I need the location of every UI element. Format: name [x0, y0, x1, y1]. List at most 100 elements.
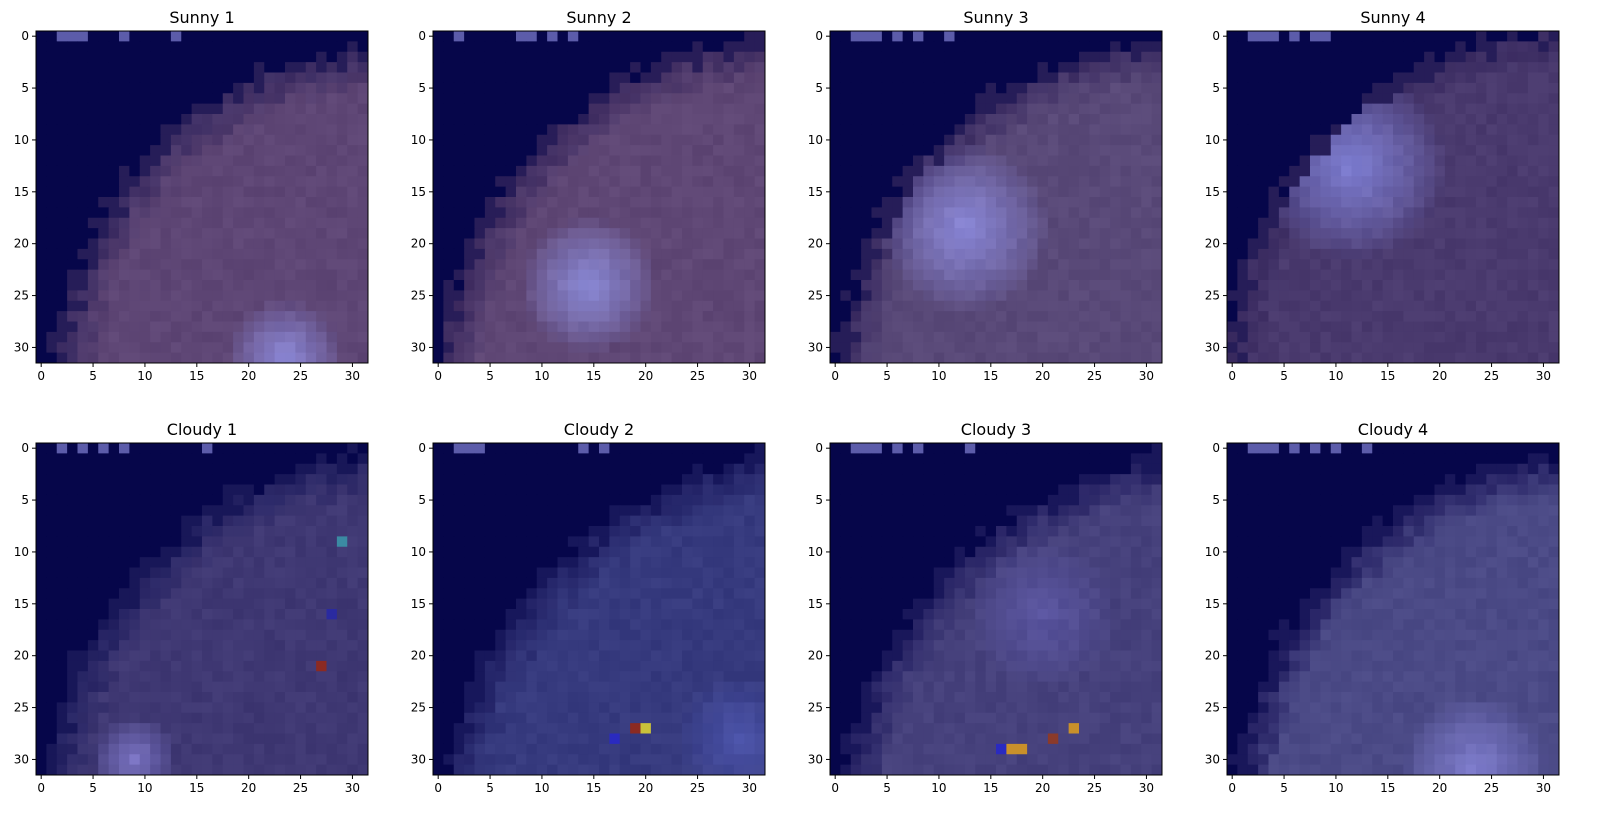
- heatmap-cell: [840, 186, 852, 198]
- heatmap-cell: [567, 155, 579, 167]
- heatmap-cell: [1403, 342, 1415, 354]
- heatmap-cell: [671, 300, 683, 312]
- heatmap-cell: [464, 248, 475, 260]
- heatmap-cell: [150, 321, 161, 333]
- heatmap-cell: [191, 505, 203, 517]
- heatmap-cell: [547, 207, 558, 219]
- heatmap-cell: [671, 259, 683, 271]
- heatmap-cell: [87, 165, 99, 177]
- heatmap-cell: [871, 155, 883, 167]
- heatmap-cell: [233, 134, 244, 146]
- heatmap-cell: [505, 155, 517, 167]
- heatmap-cell: [1047, 51, 1059, 63]
- heatmap-cell: [1258, 269, 1269, 281]
- heatmap-cell: [274, 640, 286, 651]
- heatmap-cell: [1465, 321, 1477, 333]
- y-tick-label: 10: [411, 133, 426, 147]
- heatmap-cell: [850, 342, 862, 354]
- heatmap-cell: [516, 207, 527, 219]
- heatmap-cell: [516, 197, 527, 208]
- heatmap-cell: [1548, 207, 1560, 219]
- heatmap-cell: [1299, 248, 1311, 260]
- heatmap-cell: [840, 155, 852, 167]
- heatmap-cell: [744, 207, 756, 219]
- heatmap-cell: [630, 259, 641, 271]
- y-tick-label: 30: [14, 340, 29, 354]
- heatmap-cell: [357, 280, 369, 291]
- heatmap-cell: [923, 342, 935, 354]
- heatmap-cell: [661, 165, 673, 177]
- heatmap-cell: [1006, 72, 1018, 84]
- heatmap-cell: [1424, 145, 1435, 156]
- heatmap-cell: [526, 72, 538, 84]
- heatmap-cell: [1227, 165, 1238, 177]
- heatmap-cell: [357, 103, 369, 115]
- heatmap-cell: [944, 93, 955, 105]
- heatmap-cell: [650, 311, 662, 322]
- heatmap-cell: [1227, 82, 1238, 94]
- heatmap-cell: [274, 557, 286, 568]
- heatmap-cell: [1289, 280, 1301, 291]
- heatmap-cell: [453, 176, 465, 188]
- heatmap-cell: [326, 186, 338, 198]
- heatmap-cell: [202, 546, 213, 558]
- heatmap-cell: [295, 443, 307, 454]
- heatmap-cell: [129, 248, 141, 260]
- heatmap-cell: [1151, 114, 1163, 125]
- heatmap-cell: [1496, 259, 1508, 271]
- heatmap-cell: [723, 228, 735, 239]
- heatmap-cell: [202, 72, 213, 84]
- heatmap-cell: [1465, 269, 1477, 281]
- heatmap-cell: [1016, 103, 1028, 115]
- heatmap-cell: [160, 155, 172, 167]
- heatmap-cell: [902, 93, 914, 105]
- heatmap-cell: [682, 352, 693, 364]
- heatmap-cell: [1016, 342, 1028, 354]
- heatmap-cell: [295, 598, 307, 610]
- heatmap-cell: [87, 269, 99, 281]
- heatmap-cell: [139, 577, 151, 589]
- heatmap-cell: [295, 269, 307, 281]
- heatmap-cell: [170, 494, 182, 506]
- heatmap-cell: [67, 62, 78, 73]
- heatmap-cell: [1006, 352, 1018, 364]
- y-tick-label: 30: [1205, 340, 1220, 354]
- heatmap-cell: [316, 321, 327, 333]
- heatmap-cell: [191, 93, 203, 105]
- heatmap-cell: [453, 186, 465, 198]
- heatmap-cell: [46, 331, 58, 343]
- heatmap-cell: [933, 176, 945, 188]
- heatmap-cell: [274, 269, 286, 281]
- heatmap-cell: [1538, 352, 1550, 364]
- heatmap-cell: [202, 453, 213, 465]
- heatmap-cell: [1299, 62, 1311, 73]
- heatmap-cell: [443, 342, 455, 354]
- heatmap-cell: [274, 248, 286, 260]
- heatmap-cell: [1027, 197, 1038, 208]
- heatmap-cell: [347, 103, 359, 115]
- heatmap-cell: [913, 72, 924, 84]
- heatmap-cell: [830, 93, 841, 105]
- heatmap-cell: [1310, 248, 1321, 260]
- heatmap-cell: [723, 238, 735, 250]
- heatmap-cell: [170, 300, 182, 312]
- heatmap-cell: [526, 269, 538, 281]
- heatmap-cell: [1341, 145, 1352, 156]
- heatmap-cell: [516, 41, 527, 53]
- heatmap-cell: [1496, 331, 1508, 343]
- heatmap-cell: [181, 145, 193, 156]
- heatmap-cell: [295, 546, 307, 558]
- heatmap-cell: [954, 300, 966, 312]
- heatmap-cell: [108, 567, 120, 579]
- heatmap-cell: [1538, 62, 1550, 73]
- heatmap-cell: [619, 51, 631, 63]
- heatmap-cell: [264, 280, 276, 291]
- heatmap-cell: [1434, 114, 1446, 125]
- heatmap-cell: [202, 176, 213, 188]
- heatmap-cell: [233, 671, 244, 683]
- heatmap-cell: [1047, 145, 1059, 156]
- heatmap-cell: [464, 259, 475, 271]
- heatmap-cell: [630, 290, 641, 302]
- heatmap-cell: [630, 217, 641, 229]
- heatmap-cell: [139, 557, 151, 568]
